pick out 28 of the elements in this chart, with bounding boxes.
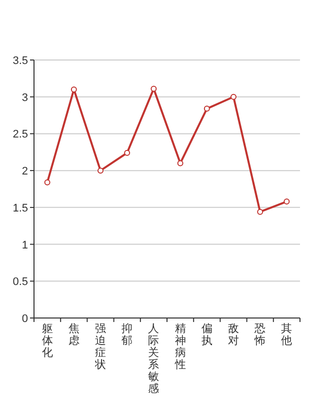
y-tick-label: 2 (22, 166, 28, 178)
x-tick-label: 偏执 (201, 323, 212, 347)
y-tick-label: 1.5 (12, 202, 28, 214)
x-tick-label: 精神病性 (174, 323, 186, 371)
point (230, 94, 236, 100)
point (257, 208, 264, 215)
x-tick-label: 人际关系敏感 (148, 323, 160, 395)
y-tick-label: 0.5 (12, 276, 28, 288)
x-tick-label: 焦虑 (68, 323, 80, 347)
y-tick-label: 2.5 (12, 128, 28, 141)
x-tick-label: 躯体化 (42, 323, 53, 359)
point (44, 179, 50, 186)
point (124, 150, 130, 156)
y-tick-label: 3.5 (12, 55, 28, 67)
x-tick-label: 其他 (281, 322, 292, 347)
point (150, 86, 157, 92)
y-tick-label: 0 (22, 313, 28, 325)
x-tick-label: 强迫症状 (94, 323, 106, 371)
point (98, 168, 104, 174)
point (70, 86, 77, 92)
y-tick-label: 3 (22, 92, 28, 104)
x-tick-label: 敌对 (228, 323, 239, 347)
y-tick-label: 1 (22, 239, 28, 252)
x-tick-label: 恐怖 (254, 323, 266, 347)
x-tick-label: 抑郁 (122, 323, 133, 347)
point (177, 160, 184, 166)
point (204, 106, 210, 112)
point (284, 198, 290, 205)
